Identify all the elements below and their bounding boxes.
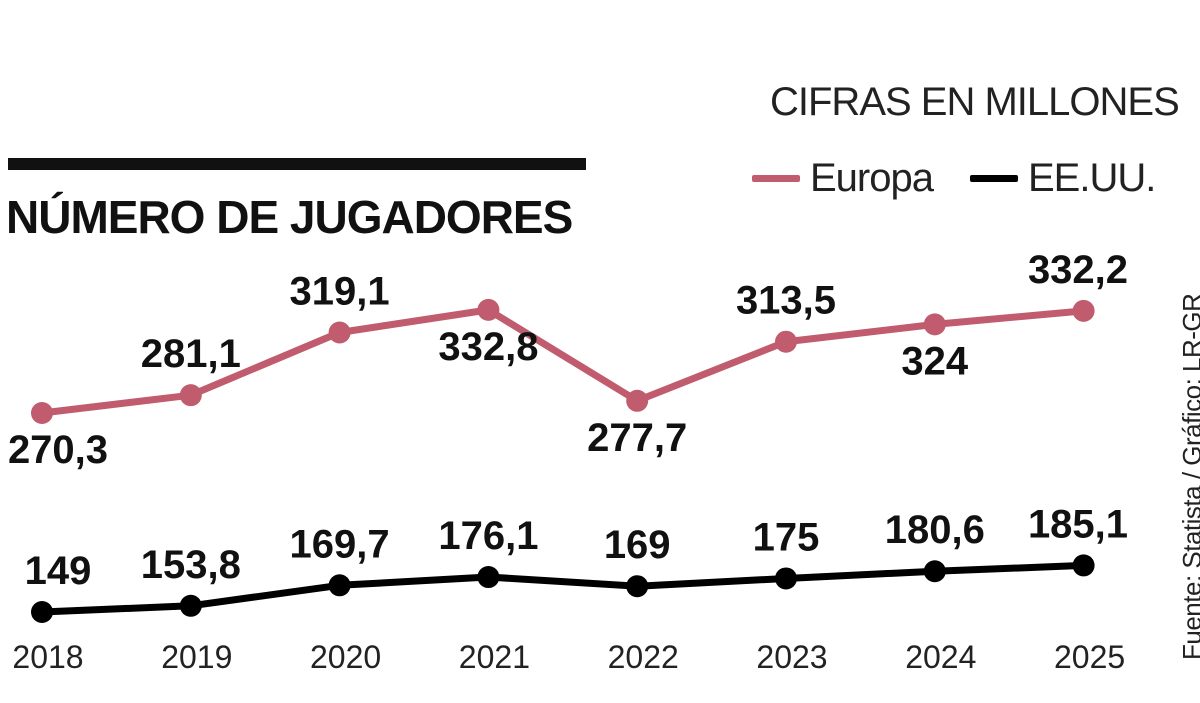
data-label-europa-2024: 324 [901, 339, 968, 383]
legend-swatch-europa [752, 174, 800, 182]
data-label-eeuu-2019: 153,8 [141, 543, 241, 587]
point-europa-2024 [923, 313, 946, 336]
x-tick-2020: 2020 [310, 639, 381, 675]
legend-item-europa: Europa [752, 150, 934, 206]
point-eeuu-2018 [31, 601, 53, 623]
point-europa-2022 [626, 389, 649, 412]
chart-title: NÚMERO DE JUGADORES [6, 191, 573, 243]
data-label-eeuu-2020: 169,7 [290, 522, 390, 566]
point-europa-2018 [31, 402, 53, 424]
data-label-eeuu-2025: 185,1 [1028, 502, 1128, 546]
point-eeuu-2021 [477, 566, 500, 589]
point-europa-2025 [1072, 299, 1095, 322]
point-eeuu-2019 [179, 594, 202, 617]
x-tick-2021: 2021 [459, 639, 530, 675]
x-tick-2022: 2022 [608, 639, 679, 675]
legend-label-eeuu: EE.UU. [1028, 155, 1156, 200]
point-eeuu-2024 [923, 560, 946, 583]
point-eeuu-2023 [775, 567, 797, 590]
data-label-europa-2022: 277,7 [587, 416, 687, 460]
data-label-europa-2018: 270,3 [8, 428, 108, 472]
units-label: CIFRAS EN MILLONES [770, 80, 1180, 124]
point-europa-2020 [328, 321, 351, 344]
source-note: Fuente: Statista / Gráfico: LR-GR [1177, 293, 1200, 660]
point-eeuu-2022 [626, 575, 649, 598]
data-label-eeuu-2022: 169 [604, 523, 671, 567]
data-label-eeuu-2024: 180,6 [885, 508, 985, 552]
point-europa-2019 [179, 384, 202, 407]
point-eeuu-2025 [1072, 554, 1095, 577]
point-europa-2023 [775, 330, 797, 353]
legend-label-europa: Europa [810, 155, 934, 200]
data-label-eeuu-2023: 175 [753, 515, 820, 559]
data-label-eeuu-2021: 176,1 [438, 514, 538, 558]
data-label-europa-2021: 332,8 [438, 325, 538, 369]
x-tick-2024: 2024 [905, 639, 976, 675]
title-rule [8, 158, 586, 170]
data-label-europa-2020: 319,1 [290, 269, 390, 313]
x-tick-2023: 2023 [756, 639, 827, 675]
x-tick-2019: 2019 [161, 639, 232, 675]
legend-swatch-eeuu [970, 174, 1018, 182]
x-tick-2018: 2018 [12, 639, 83, 675]
data-label-europa-2019: 281,1 [141, 332, 241, 376]
data-label-europa-2025: 332,2 [1028, 248, 1128, 292]
series-line-europa [38, 306, 1088, 417]
point-eeuu-2020 [328, 574, 351, 597]
series-line-eeuu [38, 561, 1088, 616]
x-tick-2025: 2025 [1054, 639, 1125, 675]
data-label-eeuu-2018: 149 [25, 549, 92, 593]
point-europa-2021 [477, 298, 500, 321]
data-label-europa-2023: 313,5 [736, 279, 836, 323]
legend-item-eeuu: EE.UU. [970, 150, 1156, 206]
